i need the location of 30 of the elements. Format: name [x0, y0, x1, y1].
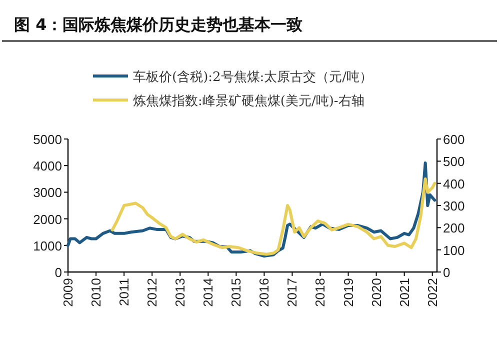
- x-tick-label: 2020: [368, 278, 384, 307]
- y2-tick-label: 200: [443, 220, 465, 236]
- x-tick-label: 2018: [312, 278, 328, 307]
- x-tick-label: 2015: [228, 278, 244, 307]
- x-tick-label: 2022: [424, 278, 440, 307]
- x-tick-label: 2016: [256, 278, 272, 307]
- x-tick-label: 2010: [88, 278, 104, 307]
- y2-tick-label: 0: [443, 265, 450, 280]
- legend-label: 车板价(含税):2号焦煤:太原古交（元/吨）: [133, 69, 373, 85]
- x-tick-label: 2021: [396, 278, 412, 307]
- x-tick-label: 2019: [340, 278, 356, 307]
- y2-tick-label: 400: [443, 176, 465, 192]
- y2-tick-label: 300: [443, 198, 465, 214]
- y-tick-label: 0: [54, 265, 62, 280]
- x-tick-label: 2009: [60, 278, 76, 307]
- x-tick-label: 2014: [200, 278, 216, 307]
- y-tick-label: 2000: [33, 212, 62, 227]
- y2-tick-label: 100: [443, 242, 465, 258]
- y-tick-label: 5000: [33, 132, 62, 147]
- y-tick-label: 1000: [33, 238, 62, 254]
- y2-tick-label: 500: [443, 154, 465, 170]
- y-tick-label: 3000: [33, 185, 62, 200]
- x-tick-label: 2013: [172, 278, 188, 307]
- x-tick-label: 2012: [144, 278, 160, 307]
- x-tick-label: 2011: [116, 278, 132, 306]
- chart-title: 图 4：国际炼焦煤价历史走势也基本一致: [14, 15, 303, 34]
- x-tick-label: 2017: [284, 278, 300, 307]
- y2-tick-label: 600: [443, 132, 465, 147]
- y-tick-label: 4000: [33, 158, 62, 174]
- legend-label: 炼焦煤指数:峰景矿硬焦煤(美元/吨)-右轴: [133, 93, 364, 109]
